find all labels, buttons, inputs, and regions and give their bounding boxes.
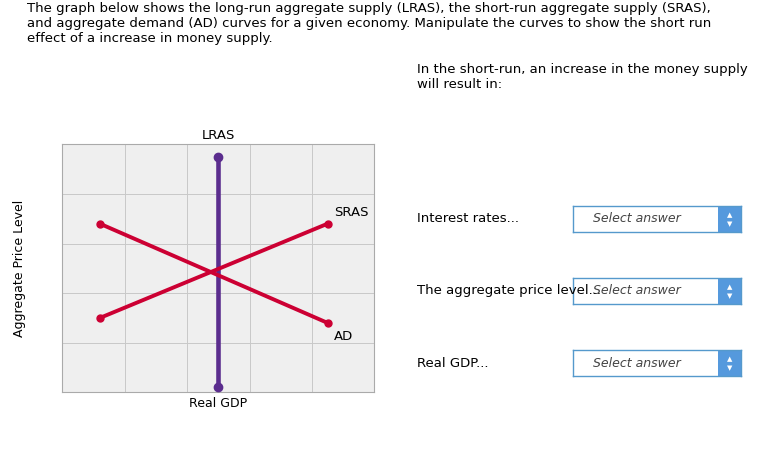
Text: Aggregate Price Level: Aggregate Price Level	[13, 200, 26, 337]
Text: ▼: ▼	[727, 221, 732, 227]
Text: ▲: ▲	[727, 212, 732, 218]
Text: AD: AD	[334, 330, 353, 343]
Text: Select answer: Select answer	[593, 285, 681, 297]
Text: Select answer: Select answer	[593, 357, 681, 369]
Text: In the short-run, an increase in the money supply
will result in:: In the short-run, an increase in the mon…	[417, 63, 748, 91]
Text: The graph below shows the long-run aggregate supply (LRAS), the short-run aggreg: The graph below shows the long-run aggre…	[27, 2, 711, 45]
Text: Real GDP...: Real GDP...	[417, 357, 489, 369]
Text: ▲: ▲	[727, 356, 732, 362]
Bar	[718, 350, 741, 376]
Text: SRAS: SRAS	[334, 206, 368, 219]
Text: ▲: ▲	[727, 284, 732, 290]
Text: The aggregate price level...: The aggregate price level...	[417, 285, 601, 297]
Bar	[718, 278, 741, 304]
Text: ▼: ▼	[727, 293, 732, 299]
Text: LRAS: LRAS	[202, 129, 235, 142]
Text: Select answer: Select answer	[593, 212, 681, 225]
Bar	[718, 206, 741, 232]
Text: ▼: ▼	[727, 365, 732, 371]
Text: Interest rates...: Interest rates...	[417, 212, 519, 225]
X-axis label: Real GDP: Real GDP	[190, 396, 247, 410]
